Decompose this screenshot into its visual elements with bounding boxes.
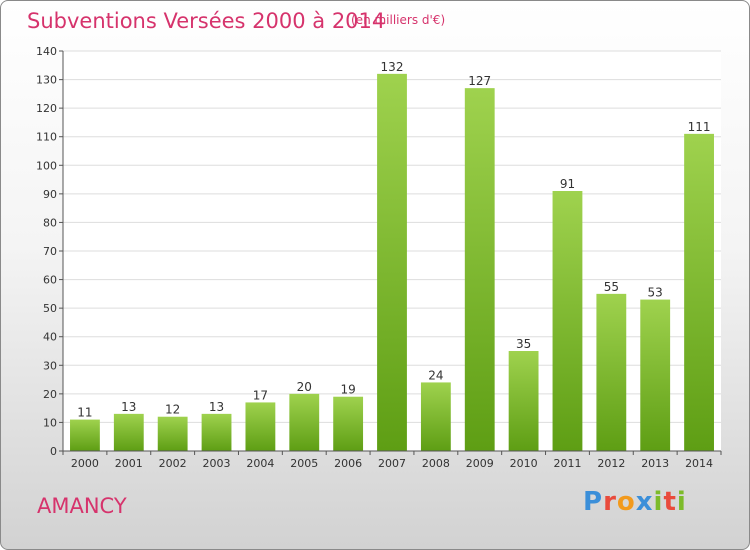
bar-2007: [377, 73, 407, 451]
x-tick-label: 2006: [334, 457, 362, 470]
data-label-2013: 53: [648, 286, 663, 300]
y-tick-label: 40: [43, 331, 57, 344]
x-tick-label: 2004: [246, 457, 274, 470]
bar-2011: [552, 191, 583, 451]
logo-letter: r: [603, 487, 617, 517]
data-label-2011: 91: [560, 177, 575, 191]
x-tick-label: 2014: [685, 457, 713, 470]
bar-2006: [333, 396, 364, 451]
x-tick-label: 2001: [115, 457, 143, 470]
y-tick-label: 20: [43, 388, 57, 401]
y-tick-label: 30: [43, 359, 57, 372]
y-tick-label: 130: [36, 74, 57, 87]
y-tick-label: 100: [36, 159, 57, 172]
commune-name: AMANCY: [37, 494, 127, 518]
y-tick-label: 110: [36, 131, 57, 144]
bar-2014: [684, 133, 714, 451]
y-tick-label: 80: [43, 216, 57, 229]
logo-letter: i: [676, 487, 687, 517]
logo-letter: o: [616, 487, 636, 517]
data-label-2012: 55: [604, 280, 619, 294]
chart-subtitle: (en milliers d'€): [351, 13, 446, 27]
x-tick-label: 2012: [597, 457, 625, 470]
x-tick-label: 2005: [290, 457, 318, 470]
x-tick-label: 2008: [422, 457, 450, 470]
x-tick-label: 2013: [641, 457, 669, 470]
chart-title: Subventions Versées 2000 à 2014: [27, 9, 386, 33]
logo-letter: t: [663, 487, 677, 517]
bar-2009: [464, 88, 495, 452]
x-tick-label: 2009: [466, 457, 494, 470]
data-label-2003: 13: [209, 400, 224, 414]
y-tick-label: 50: [43, 302, 57, 315]
proxiti-logo: Proxiti: [583, 487, 687, 517]
bar-2013: [640, 299, 671, 451]
bar-2004: [245, 402, 276, 451]
data-label-2009: 127: [468, 74, 491, 88]
x-tick-label: 2003: [203, 457, 231, 470]
data-label-2005: 20: [297, 380, 312, 394]
x-tick-label: 2000: [71, 457, 99, 470]
data-label-2014: 111: [688, 120, 711, 134]
data-label-2007: 132: [381, 60, 404, 74]
logo-letter: P: [583, 487, 604, 517]
data-label-2008: 24: [428, 368, 443, 382]
bar-2001: [113, 413, 144, 451]
y-tick-label: 70: [43, 245, 57, 258]
x-tick-label: 2007: [378, 457, 406, 470]
bar-2012: [596, 293, 627, 451]
bar-2002: [157, 416, 188, 451]
data-label-2006: 19: [340, 383, 355, 397]
logo-letter: i: [653, 487, 664, 517]
x-tick-label: 2010: [510, 457, 538, 470]
x-tick-label: 2011: [553, 457, 581, 470]
logo-letter: x: [635, 487, 654, 517]
y-tick-label: 140: [36, 45, 57, 58]
y-tick-label: 10: [43, 416, 57, 429]
y-tick-label: 90: [43, 188, 57, 201]
bar-2005: [289, 393, 320, 451]
y-tick-label: 120: [36, 102, 57, 115]
bar-2000: [70, 419, 100, 451]
bar-2010: [508, 351, 539, 451]
data-label-2000: 11: [77, 406, 92, 420]
y-tick-label: 60: [43, 274, 57, 287]
bar-2008: [420, 382, 451, 451]
x-tick-label: 2002: [159, 457, 187, 470]
bar-2003: [201, 413, 232, 451]
data-label-2001: 13: [121, 400, 136, 414]
data-label-2010: 35: [516, 337, 531, 351]
y-tick-label: 0: [50, 445, 57, 458]
data-label-2002: 12: [165, 403, 180, 417]
data-label-2004: 17: [253, 388, 268, 402]
